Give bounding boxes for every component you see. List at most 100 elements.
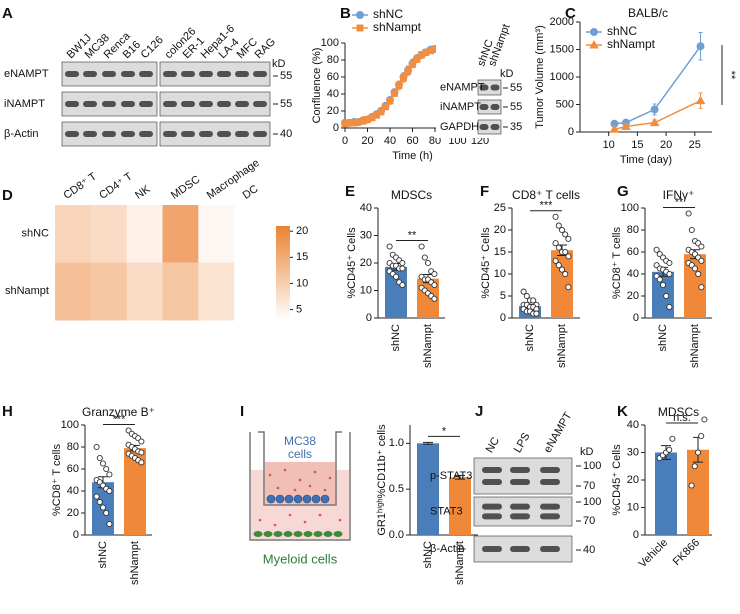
data-point <box>698 284 705 291</box>
significance-label: n.s. <box>673 412 691 424</box>
legend-label: shNampt <box>607 37 656 51</box>
y-tick-label: 15 <box>494 246 506 258</box>
data-point <box>555 262 562 269</box>
y-tick-label: 80 <box>327 54 339 66</box>
blot-band <box>540 546 560 552</box>
blot-band <box>217 131 231 137</box>
blot-band <box>199 101 213 107</box>
data-point <box>565 235 572 242</box>
data-point <box>106 487 113 495</box>
data-point <box>698 257 705 264</box>
blot-strip <box>159 61 271 87</box>
blot-strip <box>473 496 573 527</box>
panel-letter: J <box>475 403 483 420</box>
data-point <box>103 509 110 517</box>
chart-title: IFNγ⁺ <box>663 188 695 202</box>
x-tick-label: shNampt <box>129 541 141 585</box>
significance-label: *** <box>113 413 127 425</box>
heatmap-cell <box>234 262 271 321</box>
data-point <box>103 465 110 473</box>
y-tick-label: 80 <box>67 441 79 453</box>
blot-row-label: eNAMPT <box>440 81 485 93</box>
well <box>249 432 351 541</box>
marker-label: 100 <box>583 496 601 508</box>
y-axis-title: %CD45⁺ Cells <box>480 227 492 299</box>
data-point <box>138 459 145 466</box>
series-line <box>614 45 702 125</box>
data-point <box>656 276 663 283</box>
blot-band <box>540 479 560 485</box>
data-point <box>413 55 421 63</box>
heatmap-cell <box>126 205 163 263</box>
bar <box>124 448 146 535</box>
column-label: CD4⁺ T <box>97 170 135 201</box>
y-tick-label: 100 <box>61 419 79 431</box>
y-tick-label: 0 <box>568 126 574 138</box>
bar <box>684 254 706 318</box>
y-tick-label: 1500 <box>550 43 574 55</box>
data-point <box>653 246 660 253</box>
blot-band <box>163 71 177 77</box>
heatmap-cell <box>55 262 92 321</box>
data-point <box>399 265 406 272</box>
blot-band <box>479 84 489 91</box>
data-point <box>695 95 706 105</box>
chart-title: Granzyme B⁺ <box>82 405 155 419</box>
panel-letter: F <box>480 183 489 200</box>
y-tick-label: 0 <box>73 529 79 541</box>
data-point <box>399 281 406 289</box>
blot-band <box>181 71 195 77</box>
blot-band <box>253 71 267 77</box>
significance-label: ** <box>675 196 684 208</box>
blot-band <box>235 131 249 137</box>
tumor-cells <box>266 494 330 504</box>
data-point <box>106 471 113 478</box>
panel-letter: A <box>2 5 13 22</box>
data-point <box>431 270 438 278</box>
y-tick-label: 80 <box>627 224 639 236</box>
data-point <box>562 270 569 278</box>
y-axis-title: %CD45⁺ Cells <box>611 444 623 516</box>
panel-letter: B <box>340 5 351 22</box>
data-point <box>93 443 100 451</box>
colorbar-label: 10 <box>296 277 308 289</box>
data-point <box>558 266 566 273</box>
bar <box>417 443 439 535</box>
data-point <box>669 435 676 442</box>
series-line <box>614 99 701 130</box>
blot-row-label: iNAMPT <box>4 98 45 110</box>
panel-letter: E <box>345 183 355 200</box>
y-tick-label: 20 <box>327 105 339 117</box>
diagram-label: Myeloid cells <box>263 551 338 566</box>
chart-title: CD8⁺ T cells <box>512 188 580 202</box>
lane-label: C126 <box>139 34 166 61</box>
data-point <box>666 303 673 311</box>
blot-band <box>510 513 530 520</box>
legend-marker <box>589 39 599 49</box>
data-point <box>691 463 698 470</box>
lane-label: eNAMPT <box>542 410 575 455</box>
data-point <box>649 117 660 127</box>
y-axis-title: %CD8⁺ T cells <box>611 226 623 299</box>
blot-band <box>83 131 97 137</box>
y-tick-label: 0 <box>633 312 639 324</box>
data-point <box>698 243 705 250</box>
data-point <box>96 498 103 506</box>
row-label: shNC <box>21 228 49 240</box>
panel-letter: C <box>565 5 576 22</box>
significance-label: ** <box>725 71 737 80</box>
transwell-diagram: MC38 cells Myeloid cells <box>249 431 351 566</box>
marker-label: 40 <box>280 128 292 140</box>
y-tick-label: 10 <box>627 501 639 513</box>
data-point <box>399 259 406 267</box>
blot-band <box>482 467 502 473</box>
bar <box>449 477 471 535</box>
chart-title: MDSCs <box>658 405 699 419</box>
y-tick-label: 40 <box>627 419 639 431</box>
data-point <box>555 244 562 251</box>
data-point <box>377 108 385 116</box>
y-axis-title: %CD8⁺ T cells <box>51 443 63 516</box>
blot-band <box>65 131 79 137</box>
data-point <box>392 273 400 280</box>
